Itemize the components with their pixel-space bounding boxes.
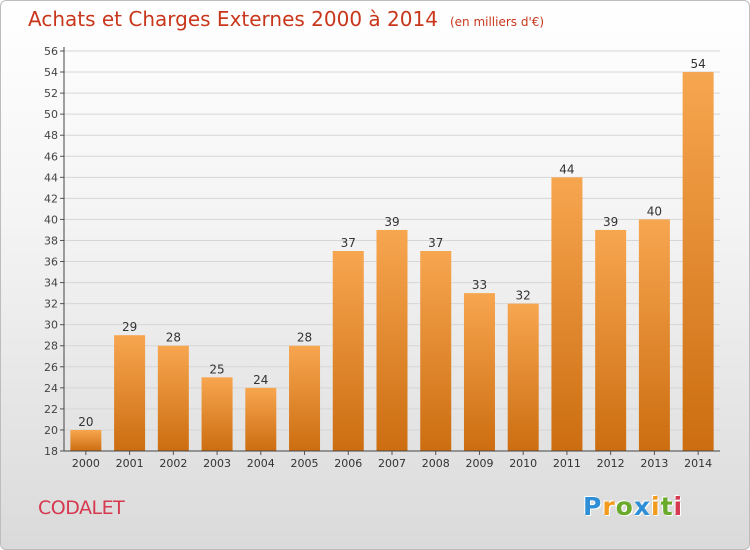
- proxiti-logo[interactable]: Proxiti: [583, 492, 683, 521]
- x-tick-label: 2012: [597, 457, 625, 470]
- data-label: 28: [297, 331, 312, 345]
- bar: [289, 345, 321, 451]
- bar: [245, 387, 277, 451]
- y-tick-label: 50: [44, 108, 58, 121]
- bar: [463, 293, 495, 451]
- x-tick-label: 2011: [553, 457, 581, 470]
- x-tick-label: 2002: [159, 457, 187, 470]
- chart-subtitle: (en milliers d'€): [449, 15, 545, 29]
- y-tick-label: 46: [44, 150, 58, 163]
- data-label: 20: [78, 415, 93, 429]
- x-tick-label: 2010: [509, 457, 537, 470]
- data-label: 44: [559, 162, 574, 176]
- x-tick-label: 2003: [203, 457, 231, 470]
- data-label: 32: [516, 289, 531, 303]
- logo-letter: t: [660, 492, 674, 521]
- x-tick-label: 2008: [422, 457, 450, 470]
- y-tick-label: 20: [44, 424, 58, 437]
- logo-letter: r: [602, 492, 616, 521]
- y-tick-label: 44: [44, 171, 58, 184]
- data-label: 37: [428, 236, 443, 250]
- x-tick-label: 2005: [291, 457, 319, 470]
- x-tick-label: 2006: [334, 457, 362, 470]
- bar: [332, 251, 364, 451]
- x-tick-label: 2013: [640, 457, 668, 470]
- bar: [114, 335, 146, 451]
- y-tick-label: 28: [44, 340, 58, 353]
- data-label: 28: [166, 331, 181, 345]
- y-tick-label: 56: [44, 45, 58, 58]
- y-tick-label: 34: [44, 277, 58, 290]
- y-tick-label: 18: [44, 445, 58, 458]
- data-label: 39: [384, 215, 399, 229]
- y-tick-label: 24: [44, 382, 58, 395]
- x-tick-label: 2001: [116, 457, 144, 470]
- logo-letter: i: [673, 492, 684, 521]
- commune-name: CODALET: [38, 497, 125, 519]
- y-tick-label: 48: [44, 129, 58, 142]
- bar: [420, 251, 452, 451]
- y-tick-label: 22: [44, 403, 58, 416]
- x-tick-label: 2004: [247, 457, 275, 470]
- y-tick-label: 30: [44, 319, 58, 332]
- bar: [682, 72, 714, 451]
- y-tick-label: 52: [44, 87, 58, 100]
- y-tick-label: 54: [44, 66, 58, 79]
- logo-letter: x: [633, 492, 651, 521]
- y-tick-label: 40: [44, 213, 58, 226]
- data-label: 40: [647, 204, 662, 218]
- y-axis: 18 20 22 24 26 28 30 32 34 36 38 40 42 44 46 48 50 52 54 56: [44, 45, 64, 458]
- y-tick-label: 38: [44, 234, 58, 247]
- data-label: 33: [472, 278, 487, 292]
- chart-title: Achats et Charges Externes 2000 à 2014 (e…: [28, 7, 544, 31]
- bar: [157, 345, 189, 451]
- bar: [201, 377, 233, 451]
- bars: [70, 72, 714, 451]
- logo-letter: P: [583, 492, 603, 521]
- data-label: 25: [209, 362, 224, 376]
- data-labels: 20 29 28 25 24 28 37 39 37 33 32 44 39 40 54: [78, 57, 706, 429]
- x-tick-label: 2014: [684, 457, 712, 470]
- data-label: 39: [603, 215, 618, 229]
- logo-letter: i: [651, 492, 661, 521]
- x-tick-label: 2000: [72, 457, 100, 470]
- bar: [376, 229, 408, 451]
- data-label: 24: [253, 373, 268, 387]
- x-axis: 2000 2001 2002 2003 2004 2005 2006 2007 2008 2009…: [72, 451, 712, 470]
- x-tick-label: 2009: [465, 457, 493, 470]
- y-tick-label: 32: [44, 298, 58, 311]
- y-tick-label: 42: [44, 192, 58, 205]
- y-tick-label: 36: [44, 256, 58, 269]
- bar: [507, 303, 539, 451]
- x-tick-label: 2007: [378, 457, 406, 470]
- data-label: 37: [341, 236, 356, 250]
- bar: [638, 219, 670, 451]
- logo-letter: o: [615, 492, 634, 521]
- bar: [70, 429, 102, 451]
- y-tick-label: 26: [44, 361, 58, 374]
- data-label: 54: [690, 57, 705, 71]
- data-label: 29: [122, 320, 137, 334]
- title-text: Achats et Charges Externes 2000 à 2014: [28, 7, 438, 31]
- bar: [551, 177, 583, 451]
- bar: [595, 229, 627, 451]
